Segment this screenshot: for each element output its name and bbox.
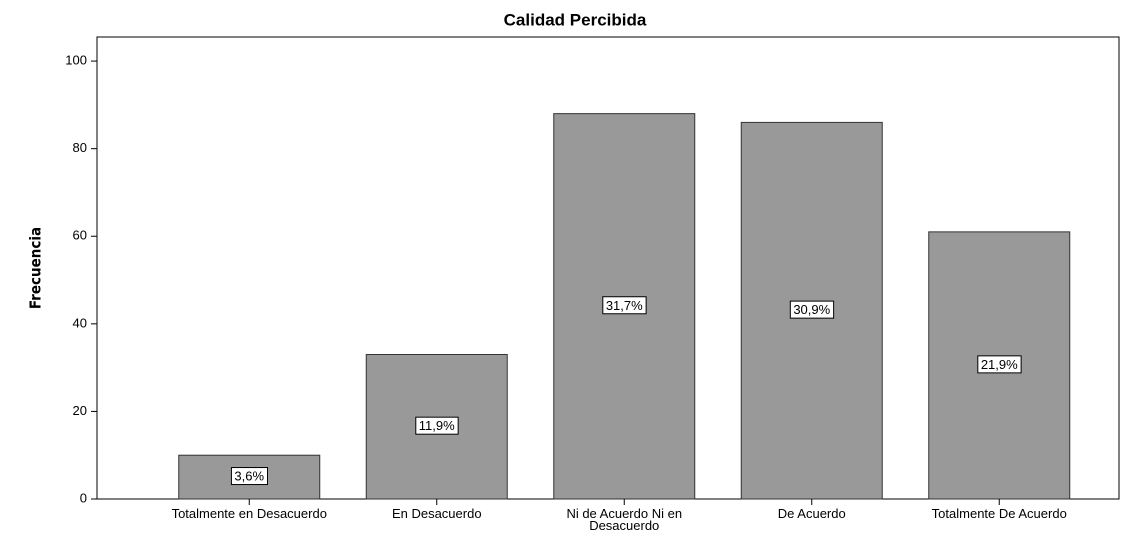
data-label-box: [789, 300, 835, 319]
x-tick-label: Totalmente en Desacuerdo: [171, 506, 327, 521]
y-axis-label: Frecuencia: [27, 227, 45, 309]
x-tick-label: Totalmente De Acuerdo: [931, 506, 1067, 521]
y-tick-label: 20: [73, 403, 87, 418]
chart-title: Calidad Percibida: [504, 10, 647, 29]
data-label-box: [415, 416, 459, 435]
data-label: 21,9%: [981, 357, 1018, 372]
data-label: 31,7%: [606, 298, 643, 313]
data-label-box: [602, 296, 647, 315]
y-tick-label: 60: [73, 228, 87, 243]
x-tick-label: En Desacuerdo: [391, 506, 482, 521]
y-tick-label: 80: [73, 140, 87, 155]
x-tick-label: Ni de Acuerdo Ni en Desacuerdo: [566, 506, 683, 533]
data-label: 30,9%: [793, 302, 830, 317]
data-label-box: [977, 355, 1022, 374]
data-label: 11,9%: [419, 418, 455, 433]
y-tick-label: 100: [65, 53, 87, 68]
y-tick-label: 0: [80, 490, 87, 505]
data-label-box: [230, 467, 269, 486]
data-label: 3,6%: [234, 469, 264, 484]
x-tick-label: De Acuerdo: [777, 506, 846, 521]
y-tick-label: 40: [73, 315, 87, 330]
